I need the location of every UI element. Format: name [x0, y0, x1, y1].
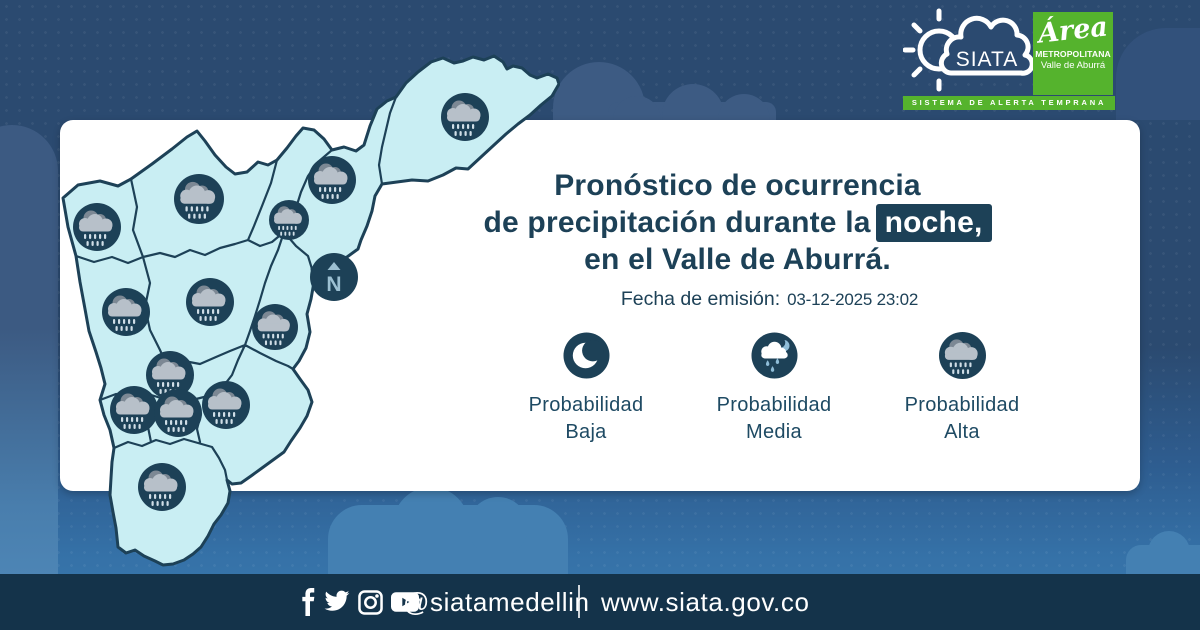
area-logo-line1: METROPOLITANA	[1035, 49, 1111, 59]
background-cloud	[0, 125, 58, 575]
legend-item-baja: Probabilidad Baja	[498, 332, 674, 446]
background-cloud	[393, 487, 469, 563]
siata-tagline: SISTEMA DE ALERTA TEMPRANA	[903, 96, 1115, 110]
legend-item-media: Probabilidad Media	[686, 332, 862, 446]
compass-icon: N	[310, 253, 358, 301]
title-line1: Pronóstico de ocurrencia	[554, 169, 921, 202]
website-url[interactable]: www.siata.gov.co	[601, 587, 810, 617]
highlight-noche: noche,	[875, 204, 992, 242]
municipality-rain-marker	[138, 463, 186, 511]
municipality-rain-marker	[174, 174, 224, 224]
footer-bar: @siatamedellin www.siata.gov.co	[0, 574, 1200, 630]
cloud-heavy-rain-icon	[938, 332, 986, 379]
siata-logo: SIATA	[903, 8, 1035, 92]
twitter-icon[interactable]	[323, 590, 350, 614]
area-logo-line2: Valle de Aburrá	[1040, 60, 1106, 71]
moon-icon	[562, 332, 610, 379]
forecast-title: Pronóstico de ocurrencia de precipitació…	[455, 167, 1020, 278]
emission-row: Fecha de emisión: 03-12-2025 23:02	[455, 288, 1020, 311]
legend-label: Probabilidad Baja	[528, 394, 644, 443]
legend-label: Probabilidad Media	[716, 394, 832, 443]
legend-label: Probabilidad Alta	[904, 394, 1020, 443]
area-logo-script: Área	[1036, 11, 1110, 50]
title-line2: de precipitación durante la noche,	[455, 204, 1020, 242]
background-cloud	[1148, 531, 1190, 573]
youtube-icon[interactable]	[391, 590, 419, 614]
title-line3: en el Valle de Aburrá.	[584, 243, 891, 276]
facebook-icon[interactable]	[300, 588, 315, 616]
municipality-rain-marker	[73, 203, 121, 251]
sun-cloud-icon	[903, 8, 1035, 92]
municipality-rain-marker	[441, 93, 489, 141]
municipality-rain-marker	[102, 288, 150, 336]
footer-divider	[578, 585, 580, 618]
compass-label: N	[326, 273, 341, 296]
background-cloud	[468, 497, 528, 557]
legend-item-alta: Probabilidad Alta	[874, 332, 1050, 446]
municipality-rain-marker	[110, 386, 158, 434]
instagram-icon[interactable]	[358, 589, 383, 615]
municipality-rain-marker	[252, 304, 298, 350]
municipality-rain-marker	[308, 156, 356, 204]
municipality-rain-marker	[269, 200, 309, 240]
area-metropolitana-logo: Área METROPOLITANA Valle de Aburrá	[1033, 11, 1113, 95]
background-cloud	[1116, 28, 1200, 120]
aburra-map: N	[61, 54, 560, 567]
social-icons	[300, 588, 419, 616]
emission-label: Fecha de emisión:	[620, 288, 781, 310]
municipality-rain-marker	[202, 381, 250, 429]
municipality-rain-marker	[154, 389, 202, 437]
social-handle[interactable]: @siatamedellin	[403, 587, 590, 617]
cloud-moon-rain-icon	[750, 332, 798, 379]
emission-value: 03-12-2025 23:02	[787, 290, 919, 309]
siata-logo-text: SIATA	[956, 48, 1019, 71]
municipality-rain-marker	[186, 278, 234, 326]
probability-legend: Probabilidad Baja Probabilidad Media	[498, 332, 1050, 446]
